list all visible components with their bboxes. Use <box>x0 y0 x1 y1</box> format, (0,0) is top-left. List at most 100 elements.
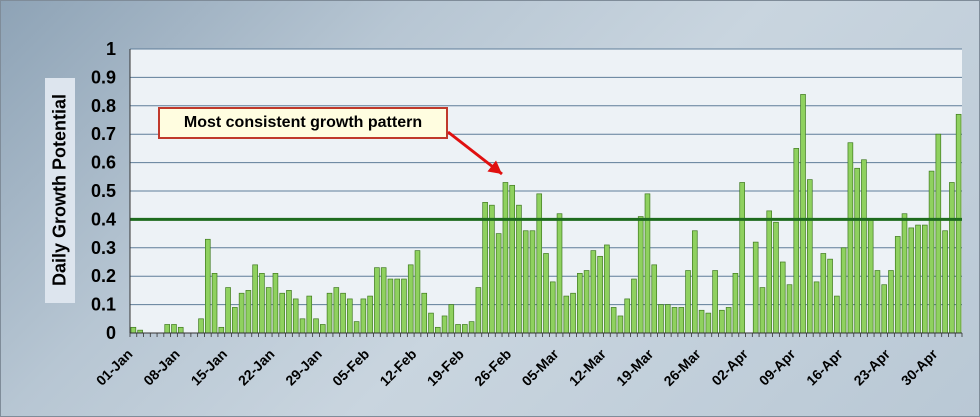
bar <box>888 270 894 334</box>
bar <box>245 290 252 334</box>
bar <box>705 312 712 334</box>
bar <box>434 326 441 334</box>
bar <box>779 261 786 334</box>
bar <box>827 258 833 334</box>
bar <box>259 273 265 334</box>
bar <box>813 281 820 334</box>
bar <box>313 318 319 334</box>
x-tick-label: 19-Mar <box>613 345 657 389</box>
bar <box>516 204 522 334</box>
bar <box>414 250 421 334</box>
y-tick-label: 0.8 <box>91 96 116 116</box>
bar <box>218 326 225 334</box>
bar <box>637 216 644 334</box>
bar <box>347 298 353 334</box>
bar <box>401 278 407 334</box>
bar <box>685 270 691 334</box>
bar <box>617 315 624 334</box>
y-tick-label: 0.7 <box>91 124 116 144</box>
bar <box>306 295 313 334</box>
x-tick-label: 15-Jan <box>188 346 231 389</box>
bar <box>549 281 556 334</box>
bar <box>854 167 860 334</box>
bar <box>678 307 685 334</box>
bar <box>164 324 170 334</box>
bar <box>543 253 549 334</box>
bar <box>374 267 380 334</box>
bar <box>807 179 813 334</box>
bar <box>739 182 745 334</box>
bar <box>658 304 664 334</box>
bar <box>475 287 482 334</box>
x-tick-label: 26-Feb <box>471 346 514 389</box>
x-tick-label: 16-Apr <box>803 345 846 388</box>
y-tick-label: 0.5 <box>91 181 116 201</box>
x-tick-label: 12-Feb <box>376 346 419 389</box>
bar <box>922 224 928 334</box>
bar <box>867 219 874 334</box>
bar <box>198 318 204 334</box>
bar <box>942 230 948 334</box>
bar <box>272 273 279 334</box>
bar <box>752 241 759 334</box>
bar <box>232 307 238 334</box>
annotation-arrow-head <box>487 160 502 174</box>
x-tick-label: 05-Mar <box>518 345 562 389</box>
bar <box>495 233 502 334</box>
bar <box>441 315 448 334</box>
bar <box>509 184 515 334</box>
y-tick-label: 0.1 <box>91 295 116 315</box>
bar <box>732 273 739 334</box>
y-tick-label: 0.4 <box>91 209 116 229</box>
bar <box>935 133 942 334</box>
bar <box>759 287 766 334</box>
bar <box>840 247 847 334</box>
x-tick-label: 05-Feb <box>329 346 372 389</box>
bar <box>644 193 651 334</box>
bar <box>725 307 732 334</box>
bar <box>786 284 793 334</box>
bar <box>394 278 400 334</box>
bar <box>428 312 434 334</box>
x-tick-label: 30-Apr <box>898 345 941 388</box>
bars <box>130 94 962 334</box>
bar <box>367 295 373 334</box>
bar <box>570 292 576 334</box>
bar <box>171 324 177 334</box>
bar <box>881 284 887 334</box>
y-tick-label: 0.6 <box>91 153 116 173</box>
y-tick-label: 1 <box>106 39 116 59</box>
bar <box>583 270 590 334</box>
bar <box>299 318 306 334</box>
bar <box>455 324 461 334</box>
bar <box>766 210 773 334</box>
bar <box>861 159 867 334</box>
x-tick-label: 12-Mar <box>566 345 610 389</box>
bar <box>319 324 326 334</box>
bar <box>928 170 935 334</box>
bar <box>901 213 908 334</box>
bar <box>610 307 617 334</box>
bar <box>286 290 292 334</box>
bar <box>279 292 285 334</box>
bar <box>949 182 955 334</box>
bar <box>800 94 806 334</box>
x-tick-label: 19-Feb <box>424 346 467 389</box>
bar <box>205 238 211 334</box>
bar <box>712 270 718 334</box>
bar <box>651 264 658 334</box>
y-axis-label: Daily Growth Potential <box>49 93 70 287</box>
bar <box>624 298 630 334</box>
bar <box>604 244 610 334</box>
x-tick-label: 02-Apr <box>708 345 751 388</box>
bar <box>834 295 840 334</box>
y-tick-label: 0 <box>106 323 116 343</box>
bar <box>692 230 698 334</box>
x-tick-label: 29-Jan <box>282 346 325 389</box>
bar <box>820 253 827 334</box>
y-tick-label: 0.9 <box>91 67 116 87</box>
bar <box>529 230 536 334</box>
bar <box>664 304 671 334</box>
x-tick-label: 23-Apr <box>850 345 893 388</box>
